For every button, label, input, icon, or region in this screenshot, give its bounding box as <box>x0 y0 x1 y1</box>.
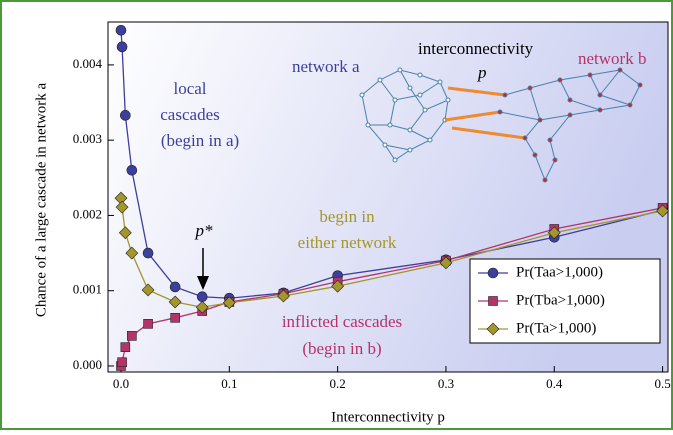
x-tick-label: 0.2 <box>330 376 346 391</box>
marker <box>116 25 126 35</box>
y-tick-label: 0.001 <box>73 282 102 297</box>
page: {"chart_data": { "type": "line", "x_labe… <box>0 0 673 435</box>
marker <box>144 319 153 328</box>
y-tick-label: 0.000 <box>73 357 102 372</box>
annotation: interconnectivity <box>418 39 534 58</box>
annotation: (begin in b) <box>302 339 381 358</box>
y-tick-label: 0.002 <box>73 206 102 221</box>
marker <box>170 282 180 292</box>
legend-label: Pr(Taa>1,000) <box>516 264 603 280</box>
annotation: p <box>477 63 487 82</box>
marker <box>171 313 180 322</box>
annotation: p* <box>195 221 214 240</box>
x-tick-label: 0.1 <box>221 376 237 391</box>
annotation: local <box>173 79 206 98</box>
annotation: begin in <box>319 207 375 226</box>
x-axis-label: Interconnectivity p <box>331 409 445 425</box>
annotation: either network <box>298 233 397 252</box>
y-tick-label: 0.004 <box>73 56 103 71</box>
marker <box>488 268 498 278</box>
y-tick-label: 0.003 <box>73 131 102 146</box>
x-tick-label: 0.5 <box>654 376 670 391</box>
x-tick-label: 0.3 <box>438 376 454 391</box>
x-tick-label: 0.4 <box>546 376 563 391</box>
y-axis-label: Chance of a large cascade in network a <box>33 83 49 318</box>
x-tick-label: 0.0 <box>113 376 129 391</box>
legend-label: Pr(Ta>1,000) <box>516 320 596 336</box>
marker <box>118 358 127 367</box>
annotation: network a <box>292 57 360 76</box>
annotation: (begin in a) <box>161 131 239 150</box>
marker <box>127 165 137 175</box>
legend-label: Pr(Tba>1,000) <box>516 292 605 308</box>
annotation: cascades <box>160 105 219 124</box>
marker <box>117 42 127 52</box>
marker <box>127 331 136 340</box>
chart: network a interconnectivity p network b … <box>0 0 673 430</box>
annotation: network b <box>578 49 646 68</box>
marker <box>121 343 130 352</box>
annotation: inflicted cascades <box>282 312 402 331</box>
marker <box>120 110 130 120</box>
legend: Pr(Taa>1,000) Pr(Tba>1,000) Pr(Ta>1,000) <box>470 259 660 343</box>
marker <box>489 297 498 306</box>
marker <box>143 248 153 258</box>
marker <box>197 292 207 302</box>
